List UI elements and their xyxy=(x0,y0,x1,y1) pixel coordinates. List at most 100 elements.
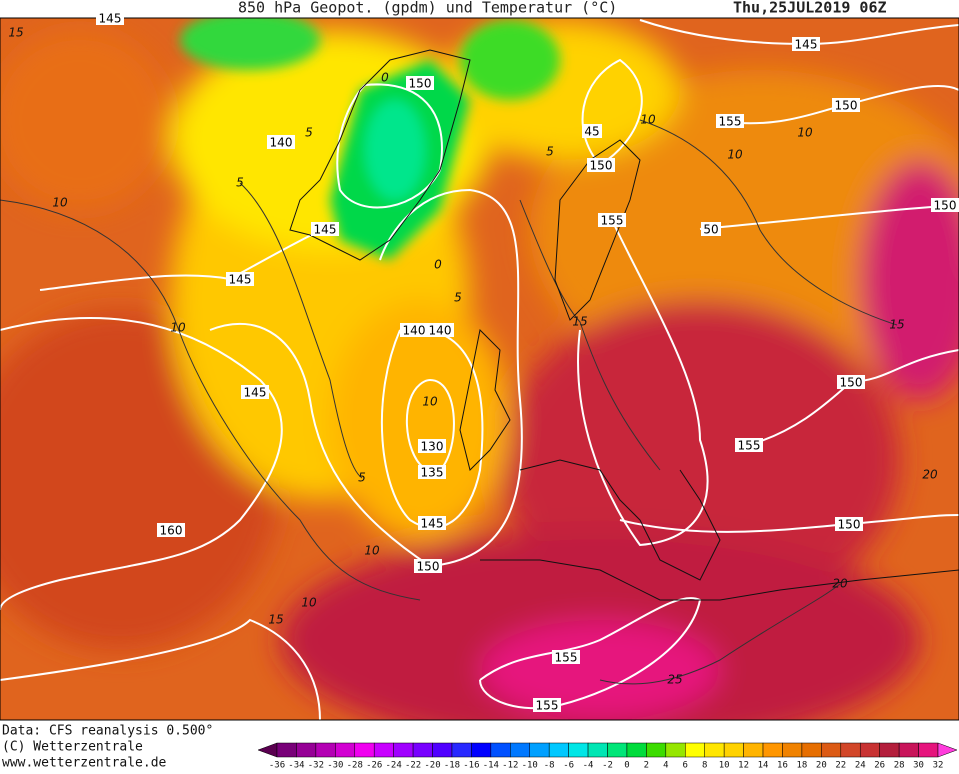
colorbar-label: -12 xyxy=(502,761,518,771)
contour-label: 150 xyxy=(590,159,613,173)
contour-label: 145 xyxy=(229,273,252,287)
colorbar-segment xyxy=(276,742,297,758)
isotherm-label: 15 xyxy=(8,26,23,40)
map-frame xyxy=(0,17,959,721)
colorbar-label: -10 xyxy=(522,761,538,771)
colorbar-label: 4 xyxy=(663,761,668,771)
contour-label: 150 xyxy=(934,199,957,213)
colorbar-segment xyxy=(587,742,608,758)
colorbar-label: -30 xyxy=(327,761,343,771)
colorbar-label: 10 xyxy=(719,761,730,771)
contour-label-box xyxy=(418,465,446,479)
isotherm-label: 0 xyxy=(434,258,442,272)
isotherm-label: 5 xyxy=(236,176,244,190)
contour-label-box xyxy=(552,650,580,664)
contour-label: 150 xyxy=(409,77,432,91)
contour-label: 155 xyxy=(555,651,578,665)
colorbar-segment xyxy=(296,742,317,758)
colorbar-label: -28 xyxy=(347,761,363,771)
colorbar-segment xyxy=(335,742,356,758)
colorbar-label: -4 xyxy=(583,761,594,771)
colorbar-segment xyxy=(762,742,783,758)
colorbar-label: 12 xyxy=(738,761,749,771)
colorbar-label: 0 xyxy=(624,761,629,771)
colorbar-segment xyxy=(646,742,667,758)
contour-label-box xyxy=(931,198,959,212)
colorbar-segment xyxy=(840,742,861,758)
isotherm-label: 20 xyxy=(922,468,938,482)
map-title: 850 hPa Geopot. (gpdm) und Temperatur (°… xyxy=(238,0,617,17)
colorbar: -36 -34 -32 -30 -28 -26 -24 -22 -20 -18 -16 -14 -12-… xyxy=(257,742,958,771)
contour-label: 140 xyxy=(270,136,293,150)
contour-label: 140 xyxy=(403,324,426,338)
contour-label-box xyxy=(418,439,446,453)
contour-label: 150 xyxy=(417,560,440,574)
contour-label: 155 xyxy=(719,115,742,129)
contour-label-box xyxy=(837,375,865,389)
colorbar-segment xyxy=(412,742,433,758)
isotherm-label: 15 xyxy=(268,613,283,627)
contour-label-box xyxy=(701,222,721,236)
isotherm-contours xyxy=(0,119,898,685)
colorbar-label: -20 xyxy=(424,761,440,771)
contour-label: 155 xyxy=(738,439,761,453)
colorbar-label: 18 xyxy=(796,761,807,771)
isotherm-label: 10 xyxy=(640,113,656,127)
colorbar-label: 26 xyxy=(874,761,885,771)
contour-label-box xyxy=(96,11,124,25)
isotherm-label: 5 xyxy=(454,291,462,305)
colorbar-segment xyxy=(490,742,511,758)
contour-label-box xyxy=(716,114,744,128)
colorbar-label: -18 xyxy=(444,761,460,771)
colorbar-segment xyxy=(568,742,589,758)
colorbar-label: -8 xyxy=(544,761,555,771)
valid-time: Thu,25JUL2019 06Z xyxy=(733,0,887,17)
coastlines xyxy=(289,49,959,601)
colorbar-segment xyxy=(801,742,822,758)
colorbar-segment xyxy=(432,742,453,758)
colorbar-segment xyxy=(918,742,939,758)
colorbar-label: 16 xyxy=(777,761,788,771)
colorbar-segment xyxy=(393,742,414,758)
contour-label: 145 xyxy=(99,12,122,26)
colorbar-segment xyxy=(704,742,725,758)
colorbar-label: 28 xyxy=(894,761,905,771)
colorbar-label: 20 xyxy=(816,761,827,771)
contour-label: 155 xyxy=(601,214,624,228)
contour-label-box xyxy=(832,98,860,112)
colorbar-segment xyxy=(354,742,375,758)
colorbar-label: 24 xyxy=(855,761,866,771)
contour-label: 145 xyxy=(314,223,337,237)
colorbar-label: 2 xyxy=(644,761,649,771)
colorbar-label: -22 xyxy=(405,761,421,771)
colorbar-arrow xyxy=(257,742,278,758)
colorbar-label: 6 xyxy=(683,761,688,771)
isotherm-label: 5 xyxy=(305,126,313,140)
colorbar-label: -6 xyxy=(563,761,574,771)
isotherm-label: 10 xyxy=(170,321,186,335)
colorbar-arrow xyxy=(937,742,958,758)
contour-label-box xyxy=(587,158,615,172)
colorbar-segment xyxy=(782,742,803,758)
colorbar-label: 14 xyxy=(758,761,769,771)
colorbar-label: 22 xyxy=(835,761,846,771)
colorbar-segment xyxy=(898,742,919,758)
contour-label-box xyxy=(426,323,454,337)
contour-label: 160 xyxy=(160,524,183,538)
colorbar-label: 8 xyxy=(702,761,707,771)
colorbar-label: -26 xyxy=(366,761,382,771)
copyright: (C) Wetterzentrale xyxy=(2,740,143,755)
contour-label-box xyxy=(241,385,269,399)
contour-label: 45 xyxy=(584,125,599,139)
website: www.wetterzentrale.de xyxy=(2,756,167,771)
isotherm-label: 15 xyxy=(889,318,904,332)
colorbar-label: -24 xyxy=(386,761,402,771)
isotherm-label: 15 xyxy=(572,315,587,329)
temperature-field xyxy=(0,18,959,720)
colorbar-segment xyxy=(607,742,628,758)
contour-label: 140 xyxy=(429,324,452,338)
contour-label-box xyxy=(735,438,763,452)
colorbar-segment xyxy=(626,742,647,758)
